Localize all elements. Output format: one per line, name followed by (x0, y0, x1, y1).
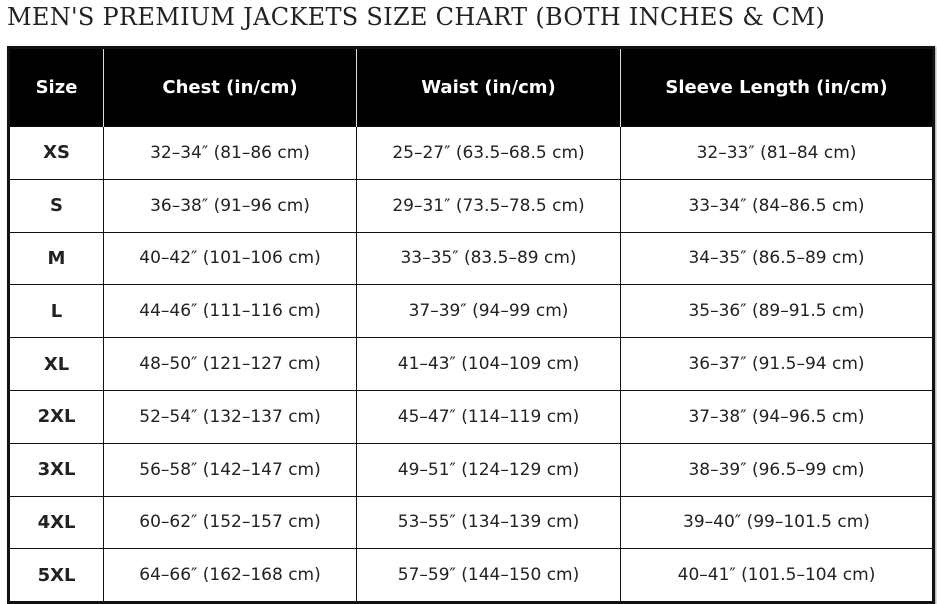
chest-cell: 36–38″ (91–96 cm) (103, 178, 357, 233)
size-cell: L (8, 284, 104, 339)
chest-cell: 60–62″ (152–157 cm) (103, 495, 357, 550)
waist-cell: 33–35″ (83.5–89 cm) (356, 231, 621, 286)
table-header-row: Size Chest (in/cm) Waist (in/cm) Sleeve … (8, 47, 934, 127)
table-row: S 36–38″ (91–96 cm) 29–31″ (73.5–78.5 cm) 3… (8, 178, 934, 233)
size-cell: 4XL (8, 495, 104, 550)
sleeve-cell: 38–39″ (96.5–99 cm) (620, 442, 934, 497)
table-row: 4XL 60–62″ (152–157 cm) 53–55″ (134–139 cm… (8, 495, 934, 550)
waist-cell: 25–27″ (63.5–68.5 cm) (356, 126, 621, 180)
size-cell: M (8, 231, 104, 286)
size-cell: 3XL (8, 442, 104, 497)
size-chart-table: Size Chest (in/cm) Waist (in/cm) Sleeve … (7, 46, 935, 604)
waist-cell: 45–47″ (114–119 cm) (356, 389, 621, 444)
waist-cell: 49–51″ (124–129 cm) (356, 442, 621, 497)
sleeve-cell: 34–35″ (86.5–89 cm) (620, 231, 934, 286)
sleeve-cell: 35–36″ (89–91.5 cm) (620, 284, 934, 339)
waist-cell: 41–43″ (104–109 cm) (356, 337, 621, 391)
waist-cell: 57–59″ (144–150 cm) (356, 548, 621, 604)
sleeve-cell: 39–40″ (99–101.5 cm) (620, 495, 934, 550)
table-row: XL 48–50″ (121–127 cm) 41–43″ (104–109 cm)… (8, 337, 934, 391)
sleeve-cell: 32–33″ (81–84 cm) (620, 126, 934, 180)
sleeve-cell: 40–41″ (101.5–104 cm) (620, 548, 934, 604)
waist-cell: 53–55″ (134–139 cm) (356, 495, 621, 550)
page-title: MEN'S PREMIUM JACKETS SIZE CHART (BOTH I… (7, 3, 826, 31)
sleeve-cell: 37–38″ (94–96.5 cm) (620, 389, 934, 444)
sleeve-cell: 36–37″ (91.5–94 cm) (620, 337, 934, 391)
header-size: Size (8, 47, 104, 127)
waist-cell: 37–39″ (94–99 cm) (356, 284, 621, 339)
table-row: M 40–42″ (101–106 cm) 33–35″ (83.5–89 cm) 3… (8, 231, 934, 286)
size-cell: 5XL (8, 548, 104, 604)
table-row: 2XL 52–54″ (132–137 cm) 45–47″ (114–119 cm… (8, 389, 934, 444)
sleeve-cell: 33–34″ (84–86.5 cm) (620, 178, 934, 233)
table-row: XS 32–34″ (81–86 cm) 25–27″ (63.5–68.5 cm)… (8, 126, 934, 180)
chest-cell: 32–34″ (81–86 cm) (103, 126, 357, 180)
header-waist: Waist (in/cm) (356, 47, 621, 127)
chest-cell: 48–50″ (121–127 cm) (103, 337, 357, 391)
chest-cell: 56–58″ (142–147 cm) (103, 442, 357, 497)
table-row: 3XL 56–58″ (142–147 cm) 49–51″ (124–129 cm… (8, 442, 934, 497)
chest-cell: 40–42″ (101–106 cm) (103, 231, 357, 286)
chest-cell: 52–54″ (132–137 cm) (103, 389, 357, 444)
size-cell: XL (8, 337, 104, 391)
size-cell: 2XL (8, 389, 104, 444)
size-cell: S (8, 178, 104, 233)
header-sleeve-length: Sleeve Length (in/cm) (620, 47, 934, 127)
table-row: L 44–46″ (111–116 cm) 37–39″ (94–99 cm) 35–… (8, 284, 934, 339)
waist-cell: 29–31″ (73.5–78.5 cm) (356, 178, 621, 233)
table-row: 5XL 64–66″ (162–168 cm) 57–59″ (144–150 cm… (8, 548, 934, 604)
chest-cell: 64–66″ (162–168 cm) (103, 548, 357, 604)
size-cell: XS (8, 126, 104, 180)
chest-cell: 44–46″ (111–116 cm) (103, 284, 357, 339)
header-chest: Chest (in/cm) (103, 47, 357, 127)
